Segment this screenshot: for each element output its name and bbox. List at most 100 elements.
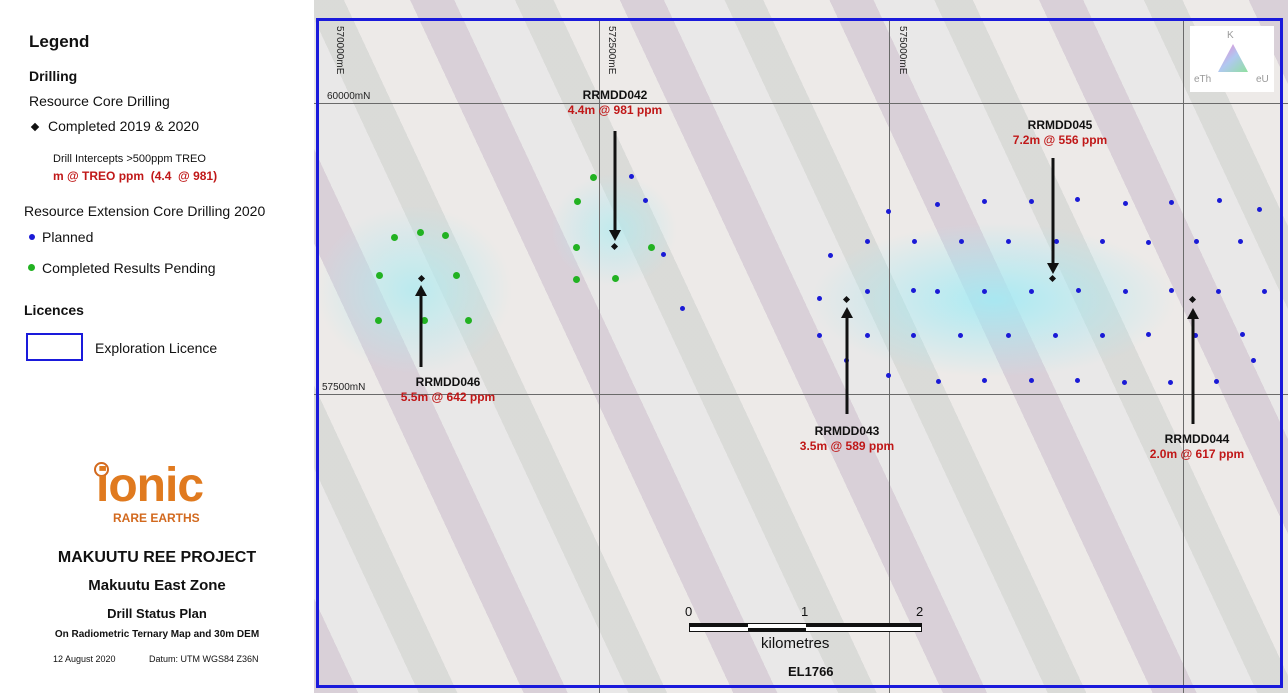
resource-core-label: Resource Core Drilling: [29, 93, 170, 109]
logo-brand: ionic: [96, 459, 204, 512]
planned-hole-dot: [1146, 240, 1151, 245]
planned-hole-dot: [1100, 239, 1105, 244]
planned-hole-dot: [1214, 379, 1219, 384]
planned-hole-dot: [958, 333, 963, 338]
planned-hole-dot: [982, 289, 987, 294]
scale-unit: kilometres: [761, 635, 830, 652]
scale-seg-3: [806, 624, 921, 627]
planned-hole-dot: [935, 202, 940, 207]
planned-hole-dot: [1257, 207, 1262, 212]
plan-datum: Datum: UTM WGS84 Z36N: [149, 654, 259, 664]
planned-hole-dot: [1194, 239, 1199, 244]
scale-bar: [689, 623, 922, 632]
pending-hole-dot: [465, 317, 472, 324]
planned-hole-dot: [1076, 288, 1081, 293]
pending-hole-dot: [648, 244, 655, 251]
scale-tick-0: 0: [685, 604, 693, 619]
ternary-eu-label: eU: [1256, 74, 1269, 85]
planned-hole-dot: [936, 379, 941, 384]
planned-hole-dot: [1122, 380, 1127, 385]
grid-line-577500: [1183, 20, 1184, 693]
exploration-licence-label: Exploration Licence: [95, 340, 218, 356]
pending-hole-dot: [417, 229, 424, 236]
licence-boundary: [316, 18, 1283, 688]
logo-ring-icon: [94, 462, 109, 477]
planned-hole-dot: [1029, 199, 1034, 204]
planned-hole-dot: [680, 306, 685, 311]
hole-rrmdd046-name: RRMDD046: [415, 375, 481, 389]
planned-hole-dot: [982, 199, 987, 204]
hole-rrmdd044-name: RRMDD044: [1164, 432, 1230, 446]
hole-rrmdd045-intercept: 7.2m @ 556 ppm: [1012, 133, 1108, 147]
intercepts-label: Drill Intercepts >500ppm TREO: [53, 153, 206, 165]
hole-rrmdd046-intercept: 5.5m @ 642 ppm: [400, 390, 496, 404]
planned-hole-dot: [911, 333, 916, 338]
planned-hole-dot: [1238, 239, 1243, 244]
planned-hole-dot: [1193, 333, 1198, 338]
completed-pending-label: Completed Results Pending: [42, 260, 216, 276]
hole-rrmdd043-name: RRMDD043: [814, 424, 880, 438]
planned-hole-dot: [828, 253, 833, 258]
pending-hole-dot: [375, 317, 382, 324]
planned-hole-dot: [1217, 198, 1222, 203]
planned-hole-dot: [1100, 333, 1105, 338]
completed-2019-2020-label: Completed 2019 & 2020: [48, 118, 199, 134]
planned-hole-dot: [1123, 289, 1128, 294]
ternary-triangle-icon: [1218, 44, 1248, 72]
pending-hole-dot: [573, 276, 580, 283]
planned-label: Planned: [42, 229, 94, 245]
pending-hole-dot: [391, 234, 398, 241]
scale-tick-2: 2: [916, 604, 924, 619]
planned-hole-dot: [1054, 239, 1059, 244]
pending-dot-icon: [28, 264, 35, 271]
planned-hole-dot: [1169, 288, 1174, 293]
planned-hole-dot: [1029, 289, 1034, 294]
planned-dot-icon: [29, 234, 35, 240]
grid-line-60000: [314, 103, 1288, 104]
planned-hole-dot: [959, 239, 964, 244]
plan-date: 12 August 2020: [53, 654, 116, 664]
scale-tick-1: 1: [801, 604, 809, 619]
planned-hole-dot: [1006, 333, 1011, 338]
plan-title: Drill Status Plan: [107, 606, 207, 621]
scale-seg-1: [690, 624, 748, 627]
logo-subtitle: RARE EARTHS: [113, 511, 200, 525]
grid-label-57500: 57500mN: [322, 382, 366, 393]
ternary-eth-label: eTh: [1194, 74, 1212, 85]
planned-hole-dot: [1262, 289, 1267, 294]
planned-hole-dot: [982, 378, 987, 383]
hole-rrmdd044-intercept: 2.0m @ 617 ppm: [1149, 447, 1245, 461]
planned-hole-dot: [629, 174, 634, 179]
planned-hole-dot: [817, 333, 822, 338]
legend-panel: Legend Drilling Resource Core Drilling C…: [0, 0, 314, 693]
planned-hole-dot: [1240, 332, 1245, 337]
radiometric-map: [314, 0, 1288, 693]
drilling-heading: Drilling: [29, 68, 78, 84]
pending-hole-dot: [376, 272, 383, 279]
ternary-k-label: K: [1227, 30, 1234, 41]
planned-hole-dot: [1169, 200, 1174, 205]
licence-swatch-icon: [26, 333, 83, 361]
pending-hole-dot: [421, 317, 428, 324]
pending-hole-dot: [573, 244, 580, 251]
planned-hole-dot: [912, 239, 917, 244]
hole-rrmdd045-name: RRMDD045: [1027, 118, 1093, 132]
hole-rrmdd043-intercept: 3.5m @ 589 ppm: [799, 439, 895, 453]
ionic-logo: ionic RARE EARTHS: [92, 456, 222, 532]
grid-line-572500: [599, 20, 600, 693]
grid-line-575000: [889, 20, 890, 693]
legend-title: Legend: [29, 32, 90, 51]
planned-hole-dot: [643, 198, 648, 203]
planned-hole-dot: [1029, 378, 1034, 383]
planned-hole-dot: [1168, 380, 1173, 385]
planned-hole-dot: [1053, 333, 1058, 338]
planned-hole-dot: [817, 296, 822, 301]
grid-label-60000: 60000mN: [327, 91, 371, 102]
scale-seg-2: [748, 628, 806, 631]
extension-heading: Resource Extension Core Drilling 2020: [24, 203, 266, 219]
project-name: MAKUUTU REE PROJECT: [57, 549, 257, 566]
planned-hole-dot: [935, 289, 940, 294]
planned-hole-dot: [1251, 358, 1256, 363]
planned-hole-dot: [865, 333, 870, 338]
